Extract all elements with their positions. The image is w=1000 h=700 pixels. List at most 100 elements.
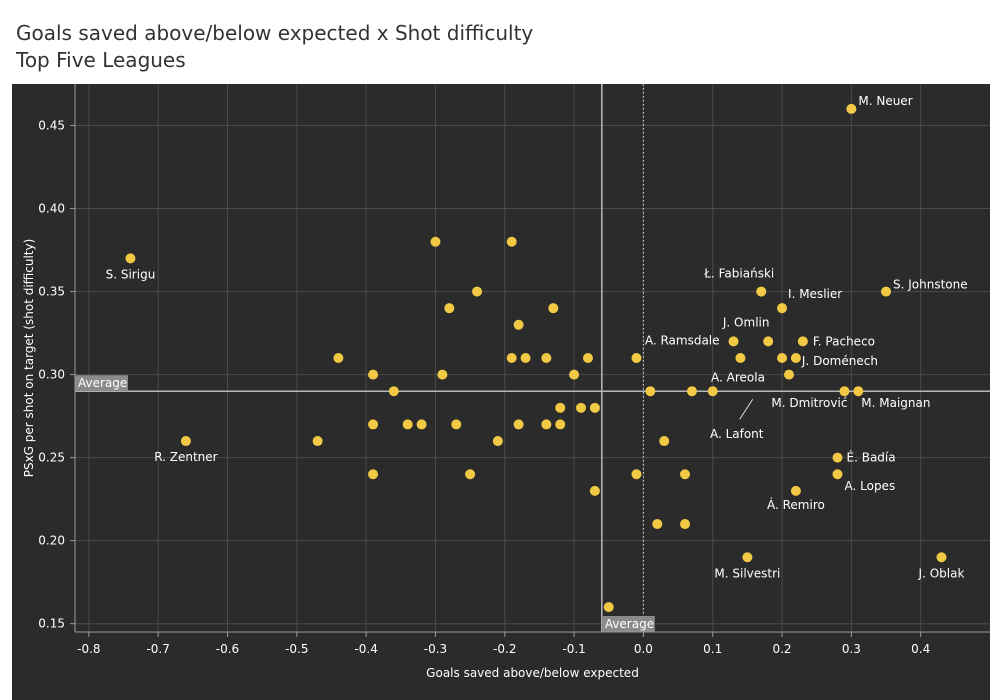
- data-label: M. Maignan: [861, 396, 930, 410]
- data-label: A. Lafont: [710, 427, 764, 441]
- data-label: S. Sirigu: [106, 267, 156, 281]
- data-point: [576, 402, 587, 413]
- x-tick-label: -0.5: [285, 642, 308, 656]
- reference-lines: Average Average: [75, 84, 990, 632]
- data-point: [735, 353, 746, 363]
- x-tick-label: -0.8: [77, 642, 100, 656]
- y-tick-label: 0.20: [38, 534, 65, 548]
- y-tick-label: 0.15: [38, 617, 65, 631]
- data-point: [513, 319, 524, 330]
- data-label: M. Silvestri: [714, 566, 780, 580]
- data-point: [541, 353, 552, 363]
- data-point: [631, 469, 642, 480]
- data-point: [388, 386, 399, 397]
- data-label: J. Oblak: [918, 566, 965, 580]
- data-point: [368, 369, 379, 380]
- data-point: [846, 103, 857, 114]
- data-point: [652, 519, 663, 530]
- average-y-label: Average: [75, 375, 128, 392]
- label-leader-line: [739, 398, 754, 420]
- data-point: [402, 419, 413, 430]
- data-point: [368, 419, 379, 430]
- data-point: [742, 552, 753, 563]
- average-x-label: Average: [601, 616, 655, 632]
- data-point: [603, 602, 614, 613]
- data-label: R. Zentner: [154, 450, 217, 464]
- data-point: [659, 436, 670, 447]
- data-point: [582, 353, 593, 363]
- data-point: [513, 419, 524, 430]
- data-point: [631, 353, 642, 363]
- x-tick-label: 0.3: [842, 642, 861, 656]
- y-tick-label: 0.45: [38, 119, 65, 133]
- data-point: [472, 286, 483, 297]
- data-point: [853, 386, 864, 397]
- data-label: I. Meslier: [788, 287, 842, 301]
- x-tick-label: 0.2: [772, 642, 791, 656]
- chart-title: Goals saved above/below expected x Shot …: [16, 21, 534, 45]
- data-label: F. Pacheco: [813, 334, 875, 348]
- data-point: [680, 469, 690, 480]
- gridlines: [75, 84, 990, 632]
- x-tick-label: -0.4: [354, 642, 377, 656]
- average-x-label-box: [601, 616, 655, 632]
- y-axis-label: PSxG per shot on target (shot difficulty…: [22, 239, 36, 478]
- data-label: A. Ramsdale: [645, 333, 720, 347]
- y-tick-label: 0.35: [38, 285, 65, 299]
- x-tick-label: -0.3: [424, 642, 447, 656]
- data-label: É. Badía: [847, 450, 896, 465]
- data-point: [790, 485, 801, 496]
- x-tick-label: 0.4: [911, 642, 930, 656]
- data-label: A. Areola: [711, 371, 765, 385]
- data-point: [680, 519, 690, 530]
- data-points: [125, 103, 947, 613]
- data-label: Á. Remiro: [767, 497, 825, 512]
- data-label: Ł. Fabiański: [703, 267, 774, 281]
- data-point: [465, 469, 476, 480]
- data-point: [312, 436, 323, 447]
- data-point: [589, 485, 600, 496]
- data-point: [645, 386, 656, 397]
- x-tick-label: -0.7: [146, 642, 169, 656]
- data-point: [541, 419, 552, 430]
- data-point: [839, 386, 850, 397]
- data-point: [555, 402, 566, 413]
- data-point: [555, 419, 566, 430]
- data-point: [548, 303, 559, 314]
- data-label: S. Johnstone: [893, 278, 968, 292]
- x-tick-label: -0.6: [216, 642, 239, 656]
- data-point: [832, 452, 843, 463]
- data-point: [777, 303, 788, 314]
- average-y-label-box: [75, 375, 128, 392]
- data-label: M. Dmitrović: [771, 396, 847, 410]
- data-point: [763, 336, 774, 347]
- data-point: [506, 353, 517, 363]
- data-point: [686, 386, 697, 397]
- data-point: [728, 336, 739, 347]
- x-tick-label: -0.1: [562, 642, 585, 656]
- data-label: J. Doménech: [801, 354, 878, 368]
- data-label: J. Omlin: [722, 315, 770, 329]
- data-point: [790, 353, 801, 363]
- data-point: [416, 419, 427, 430]
- data-point: [707, 386, 718, 397]
- data-point: [125, 253, 136, 264]
- data-point: [832, 469, 843, 480]
- y-tick-label: 0.30: [38, 368, 65, 382]
- data-point: [797, 336, 808, 347]
- data-point: [569, 369, 580, 380]
- x-tick-label: 0.1: [703, 642, 722, 656]
- data-point: [444, 303, 455, 314]
- data-point: [520, 353, 531, 363]
- data-point: [451, 419, 462, 430]
- average-y-label-text: Average: [78, 376, 127, 390]
- data-point: [777, 353, 788, 363]
- x-tick-label: -0.2: [493, 642, 516, 656]
- data-label: A. Lopes: [845, 479, 896, 493]
- data-point: [430, 236, 441, 247]
- data-point: [756, 286, 767, 297]
- data-point: [783, 369, 794, 380]
- y-tick-label: 0.40: [38, 202, 65, 216]
- data-point: [936, 552, 947, 563]
